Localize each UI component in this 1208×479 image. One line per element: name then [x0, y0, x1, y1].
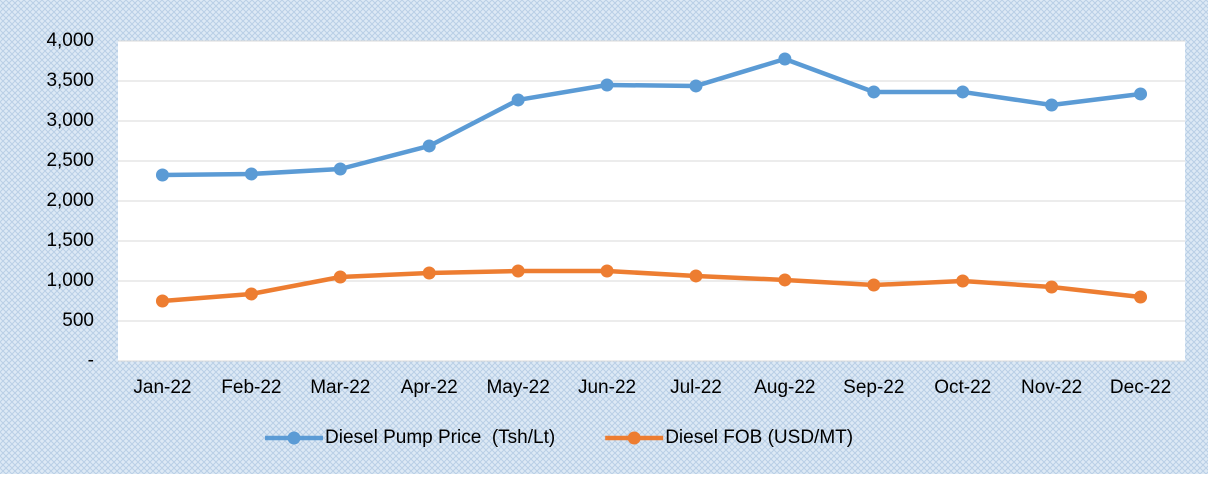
data-point [1045, 280, 1059, 294]
x-tick-label: Feb-22 [221, 377, 281, 398]
data-point [333, 270, 347, 284]
x-tick-label: Aug-22 [754, 377, 815, 398]
data-point [956, 85, 970, 99]
y-tick-label: 2,000 [46, 190, 94, 211]
x-tick-label: Jun-22 [578, 377, 636, 398]
legend-marker [287, 431, 301, 445]
data-point [600, 264, 614, 278]
series-line [162, 268, 1141, 304]
y-tick-label: - [88, 350, 94, 371]
y-tick-label: 4,000 [46, 30, 94, 51]
data-point [155, 168, 169, 182]
y-tick-label: 3,500 [46, 70, 94, 91]
y-tick-label: 3,000 [46, 110, 94, 131]
x-tick-label: May-22 [486, 377, 549, 398]
data-point [689, 79, 703, 93]
data-point [333, 162, 347, 176]
data-point [511, 264, 525, 278]
data-point [778, 273, 792, 287]
data-point [244, 167, 258, 181]
data-point [1045, 98, 1059, 112]
y-tick-label: 500 [62, 310, 94, 331]
data-point [778, 52, 792, 66]
y-tick-label: 1,000 [46, 270, 94, 291]
x-tick-label: Dec-22 [1110, 377, 1171, 398]
x-tick-label: Jul-22 [670, 377, 722, 398]
y-tick-label: 1,500 [46, 230, 94, 251]
legend-label: Diesel FOB (USD/MT) [665, 427, 853, 448]
data-point [600, 78, 614, 92]
series-line [162, 56, 1141, 178]
x-tick-label: Apr-22 [401, 377, 458, 398]
data-point [1134, 87, 1148, 101]
data-point [867, 85, 881, 99]
legend-marker [627, 431, 641, 445]
x-tick-label: Jan-22 [133, 377, 191, 398]
data-point [244, 287, 258, 301]
legend-label: Diesel Pump Price (Tsh/Lt) [325, 427, 555, 448]
data-point [1134, 290, 1148, 304]
y-tick-label: 2,500 [46, 150, 94, 171]
x-tick-label: Nov-22 [1021, 377, 1082, 398]
data-point [956, 274, 970, 288]
x-tick-label: Oct-22 [934, 377, 991, 398]
data-point [511, 93, 525, 107]
x-tick-label: Mar-22 [310, 377, 370, 398]
data-point [422, 266, 436, 280]
x-tick-label: Sep-22 [843, 377, 904, 398]
data-point [867, 278, 881, 292]
data-point [422, 139, 436, 153]
data-point [689, 269, 703, 283]
data-point [155, 294, 169, 308]
